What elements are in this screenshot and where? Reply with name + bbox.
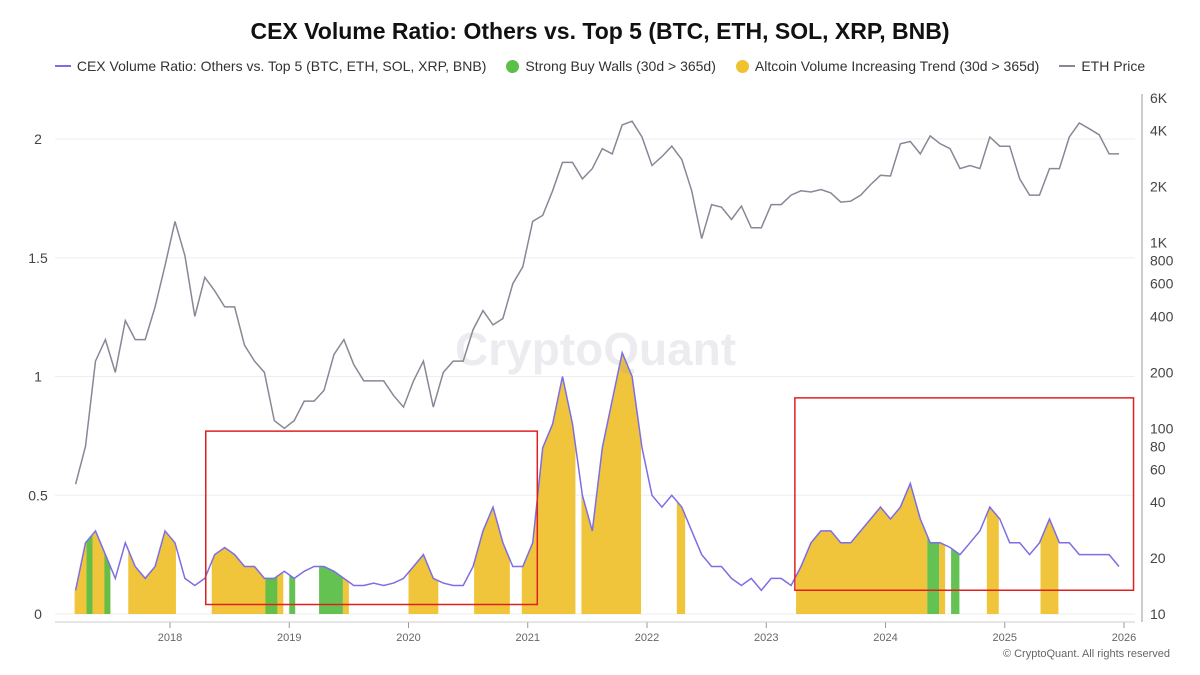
y-right-tick-label: 6K <box>1150 90 1168 106</box>
y-right-tick-label: 60 <box>1150 461 1166 477</box>
altcoin-trend-band <box>128 531 176 614</box>
altcoin-trend-band <box>796 484 928 614</box>
y-right-tick-label: 80 <box>1150 438 1166 454</box>
copyright: © CryptoQuant. All rights reserved <box>1002 648 1170 660</box>
eth-price-line <box>74 120 1119 485</box>
y-left-tick-label: 2 <box>34 131 42 147</box>
chart-title: CEX Volume Ratio: Others vs. Top 5 (BTC,… <box>250 18 950 44</box>
y-right-tick-label: 800 <box>1150 253 1174 269</box>
legend-item-altcoin-trend[interactable]: Altcoin Volume Increasing Trend (30d > 3… <box>735 58 1040 74</box>
legend-item-ratio[interactable]: CEX Volume Ratio: Others vs. Top 5 (BTC,… <box>54 58 487 74</box>
x-tick-label: 2024 <box>873 632 897 644</box>
altcoin-trend-band <box>474 507 510 614</box>
legend-item-eth-price[interactable]: ETH Price <box>1059 58 1145 74</box>
buy-wall-band <box>951 548 960 614</box>
x-tick-label: 2023 <box>754 632 778 644</box>
y-right-tick-label: 4K <box>1150 123 1168 139</box>
y-left-tick-label: 0 <box>34 606 42 622</box>
legend-label: Altcoin Volume Increasing Trend (30d > 3… <box>754 58 1040 74</box>
altcoin-trend-band <box>342 577 349 614</box>
buy-wall-band <box>265 576 278 614</box>
altcoin-trend-band <box>408 555 439 614</box>
highlight-box <box>794 397 1135 591</box>
dot-swatch-icon <box>506 59 520 73</box>
dot-swatch-icon <box>735 59 749 73</box>
watermark: CryptoQuant <box>455 323 737 375</box>
ratio-line <box>74 350 1120 592</box>
altcoin-trend-band <box>939 542 946 614</box>
buy-wall-band <box>319 566 343 614</box>
altcoin-trend-band <box>986 507 999 614</box>
y-right-tick-label: 40 <box>1150 494 1166 510</box>
legend-label: CEX Volume Ratio: Others vs. Top 5 (BTC,… <box>76 58 487 74</box>
x-tick-label: 2025 <box>993 632 1017 644</box>
altcoin-trend-band <box>521 377 576 614</box>
buy-wall-band <box>289 574 296 614</box>
legend-label: ETH Price <box>1081 58 1146 74</box>
x-tick-label: 2018 <box>158 632 182 644</box>
x-tick-label: 2026 <box>1112 632 1136 644</box>
buy-wall-band <box>927 535 940 614</box>
line-swatch-icon <box>1059 65 1076 67</box>
y-left-tick-label: 1.5 <box>28 250 48 266</box>
y-left-tick-label: 1 <box>34 369 42 385</box>
y-right-tick-label: 100 <box>1150 420 1174 436</box>
y-right-tick-label: 20 <box>1150 550 1166 566</box>
x-tick-label: 2022 <box>635 632 659 644</box>
y-right-tick-label: 2K <box>1150 179 1168 195</box>
y-left-tick-label: 0.5 <box>28 487 48 503</box>
highlight-box <box>205 430 539 606</box>
y-right-tick-label: 1K <box>1150 235 1168 251</box>
y-right-tick-label: 600 <box>1150 276 1174 292</box>
y-right-tick-label: 200 <box>1150 364 1174 380</box>
altcoin-trend-band <box>581 353 642 614</box>
legend: CEX Volume Ratio: Others vs. Top 5 (BTC,… <box>0 58 1200 74</box>
x-tick-label: 2021 <box>516 632 540 644</box>
y-right-tick-label: 10 <box>1150 606 1166 622</box>
altcoin-trend-band <box>676 501 686 614</box>
buy-wall-band <box>104 552 111 614</box>
y-right-tick-label: 400 <box>1150 308 1174 324</box>
buy-wall-band <box>86 534 93 614</box>
line-swatch-icon <box>54 65 71 67</box>
legend-label: Strong Buy Walls (30d > 365d) <box>525 58 716 74</box>
x-tick-label: 2019 <box>277 632 301 644</box>
x-tick-label: 2020 <box>396 632 420 644</box>
legend-item-buy-walls[interactable]: Strong Buy Walls (30d > 365d) <box>506 58 716 74</box>
